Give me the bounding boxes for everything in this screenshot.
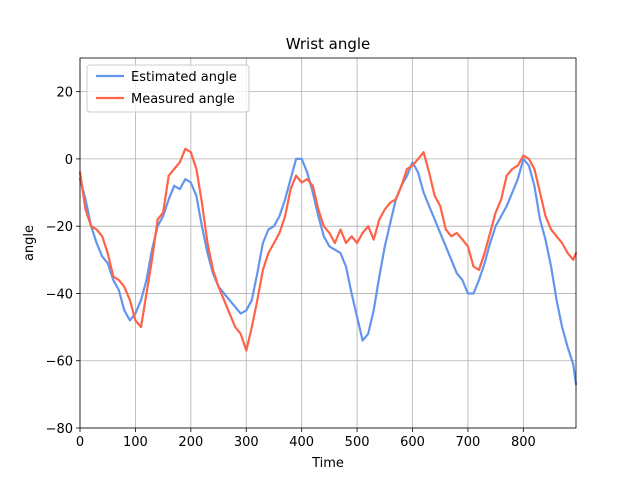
x-tick-label: 500 xyxy=(345,435,370,450)
x-tick-label: 100 xyxy=(123,435,148,450)
x-tick-label: 400 xyxy=(289,435,314,450)
x-tick-label: 700 xyxy=(456,435,481,450)
x-tick-label: 600 xyxy=(400,435,425,450)
y-tick-label: −60 xyxy=(46,355,73,370)
x-tick-label: 0 xyxy=(76,435,84,450)
x-axis-label: Time xyxy=(311,456,344,471)
series-line-estimated xyxy=(78,157,578,386)
x-axis: 0 100 200 300 400 500 600 700 800 xyxy=(76,428,536,450)
series-line-measured xyxy=(78,147,578,352)
y-tick-label: 20 xyxy=(56,86,73,101)
y-axis: −80 −60 −40 −20 0 20 xyxy=(46,86,80,437)
y-tick-label: −40 xyxy=(46,287,73,302)
chart-title: Wrist angle xyxy=(286,35,371,53)
y-tick-label: 0 xyxy=(65,153,73,168)
x-tick-label: 200 xyxy=(178,435,203,450)
plot-frame xyxy=(79,57,577,429)
series-group xyxy=(78,147,578,386)
x-tick-label: 800 xyxy=(511,435,536,450)
y-tick-label: −80 xyxy=(46,422,73,437)
y-axis-label: angle xyxy=(22,225,37,261)
legend-box xyxy=(86,64,250,113)
legend-entry-label: Measured angle xyxy=(131,92,235,107)
x-tick-label: 300 xyxy=(234,435,259,450)
legend-entry-label: Estimated angle xyxy=(131,70,237,85)
y-tick-label: −20 xyxy=(46,220,73,235)
legend: Estimated angle Measured angle xyxy=(86,64,250,113)
